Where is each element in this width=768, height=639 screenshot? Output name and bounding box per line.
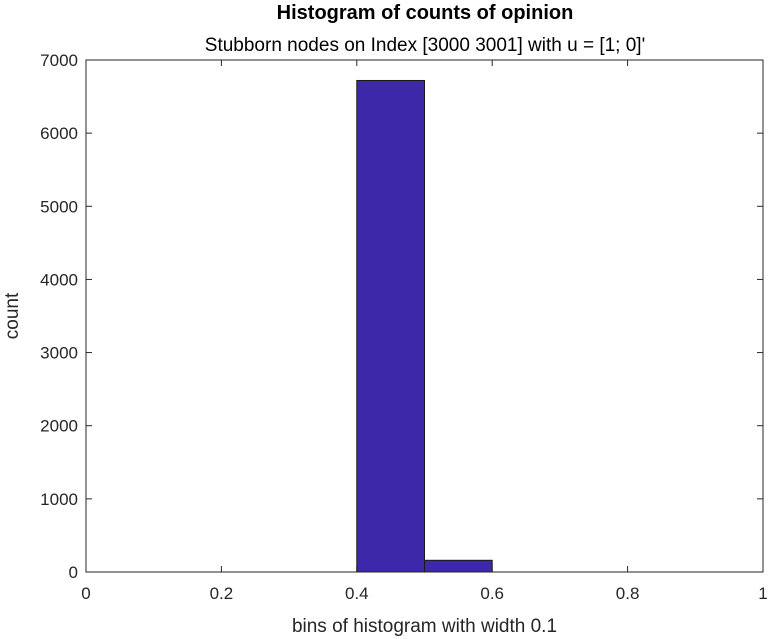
bars-group [356,79,493,573]
histogram-bar [356,79,425,573]
x-tick-label: 0.6 [480,584,504,603]
y-tick-label: 5000 [40,197,78,216]
x-tick-label: 0.4 [345,584,369,603]
y-tick-label: 1000 [40,490,78,509]
y-tick-label: 6000 [40,124,78,143]
x-axis-label: bins of histogram with width 0.1 [292,616,557,637]
x-tick-label: 0.2 [210,584,234,603]
x-tick-label: 1 [758,584,767,603]
y-axis-label: count [2,292,23,339]
y-tick-label: 3000 [40,344,78,363]
plot-frame [85,59,764,573]
histogram-bar [424,559,493,573]
y-tick-label: 0 [69,563,78,582]
y-tick-label: 2000 [40,417,78,436]
x-tick-label: 0 [81,584,90,603]
y-tick-label: 7000 [40,51,78,70]
x-tick-label: 0.8 [616,584,640,603]
y-axis: 0 1000 2000 3000 4000 5000 6000 7000 [40,51,763,582]
y-tick-label: 4000 [40,270,78,289]
chart-title: Histogram of counts of opinion [277,2,574,24]
chart-subtitle: Stubborn nodes on Index [3000 3001] with… [205,35,645,56]
x-axis: 0 0.2 0.4 0.6 0.8 1 [81,60,768,603]
